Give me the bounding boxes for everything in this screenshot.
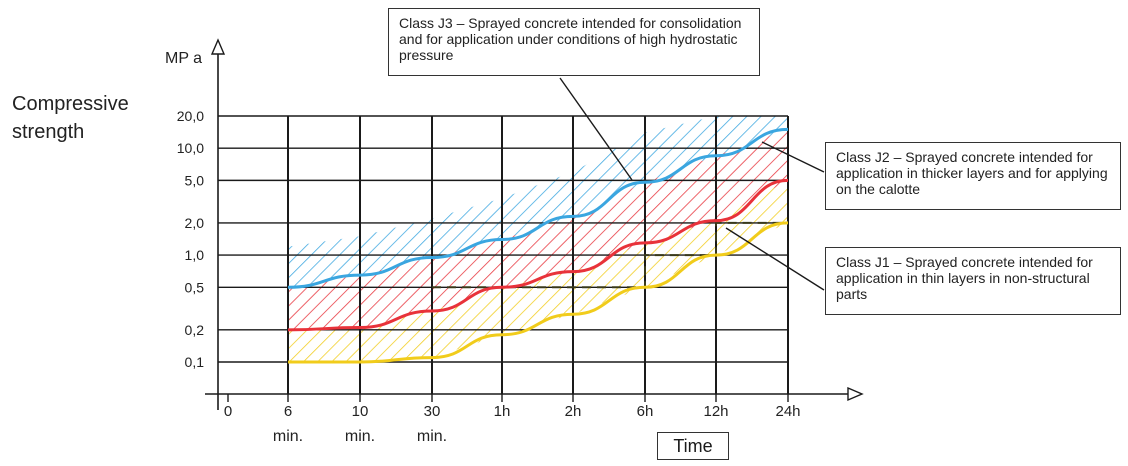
leader-j3: [559, 77, 633, 181]
dashed-steps-layer: [432, 221, 788, 289]
tick-labels-layer: 0,1 0,2 0,5 1,0 2,0 5,0 10,0 20,0 0 6 min. 10 min. 30…: [177, 108, 801, 445]
leader-j2: [761, 141, 825, 173]
y-tick-label: 1,0: [185, 247, 205, 263]
band-class-j1: [288, 180, 788, 362]
x-tick-label: 2h: [565, 403, 582, 420]
line-class-j3: [287, 127, 789, 289]
y-tick-label: 0,2: [185, 322, 205, 338]
callout-class-j2: Class J2 – Sprayed concrete intended for…: [825, 142, 1121, 210]
x-tick-label: 10: [352, 403, 369, 420]
line-class-j2: [287, 178, 789, 332]
dashed-step-line: [432, 221, 788, 289]
line-class-j1: [287, 221, 789, 364]
x-tick-label: 12h: [703, 403, 728, 420]
grid-layer: [218, 115, 789, 394]
x-tick-label: 6h: [637, 403, 654, 420]
y-tick-label: 0,1: [185, 354, 205, 370]
x-tick-label-unit: min.: [273, 428, 303, 445]
y-tick-label: 2,0: [185, 215, 205, 231]
band-class-j3: [288, 116, 788, 288]
y-tick-label: 5,0: [185, 172, 205, 188]
y-tick-label: 10,0: [177, 140, 204, 156]
callout-leaders-layer: [559, 77, 825, 291]
x-tick-label-unit: min.: [345, 428, 375, 445]
axes-layer: [205, 38, 864, 410]
x-tick-label: 1h: [494, 403, 511, 420]
x-tick-label: 0: [224, 403, 232, 420]
series-lines-layer: [287, 127, 789, 364]
x-tick-label: 30: [424, 403, 441, 420]
y-axis-arrow: [210, 38, 226, 55]
x-axis-label: Time: [657, 432, 729, 460]
y-axis-unit: MP a: [165, 50, 203, 67]
y-axis-label: Compressive strength: [12, 93, 129, 143]
callout-class-j1: Class J1 – Sprayed concrete intended for…: [825, 247, 1121, 315]
x-axis-arrow: [847, 386, 864, 402]
leader-j1: [725, 227, 825, 291]
callout-class-j3: Class J3 – Sprayed concrete intended for…: [388, 8, 760, 76]
x-tick-label: 6: [284, 403, 292, 420]
y-tick-label: 20,0: [177, 108, 204, 124]
y-tick-label: 0,5: [185, 279, 205, 295]
x-tick-label: 24h: [775, 403, 800, 420]
x-tick-label-unit: min.: [417, 428, 447, 445]
